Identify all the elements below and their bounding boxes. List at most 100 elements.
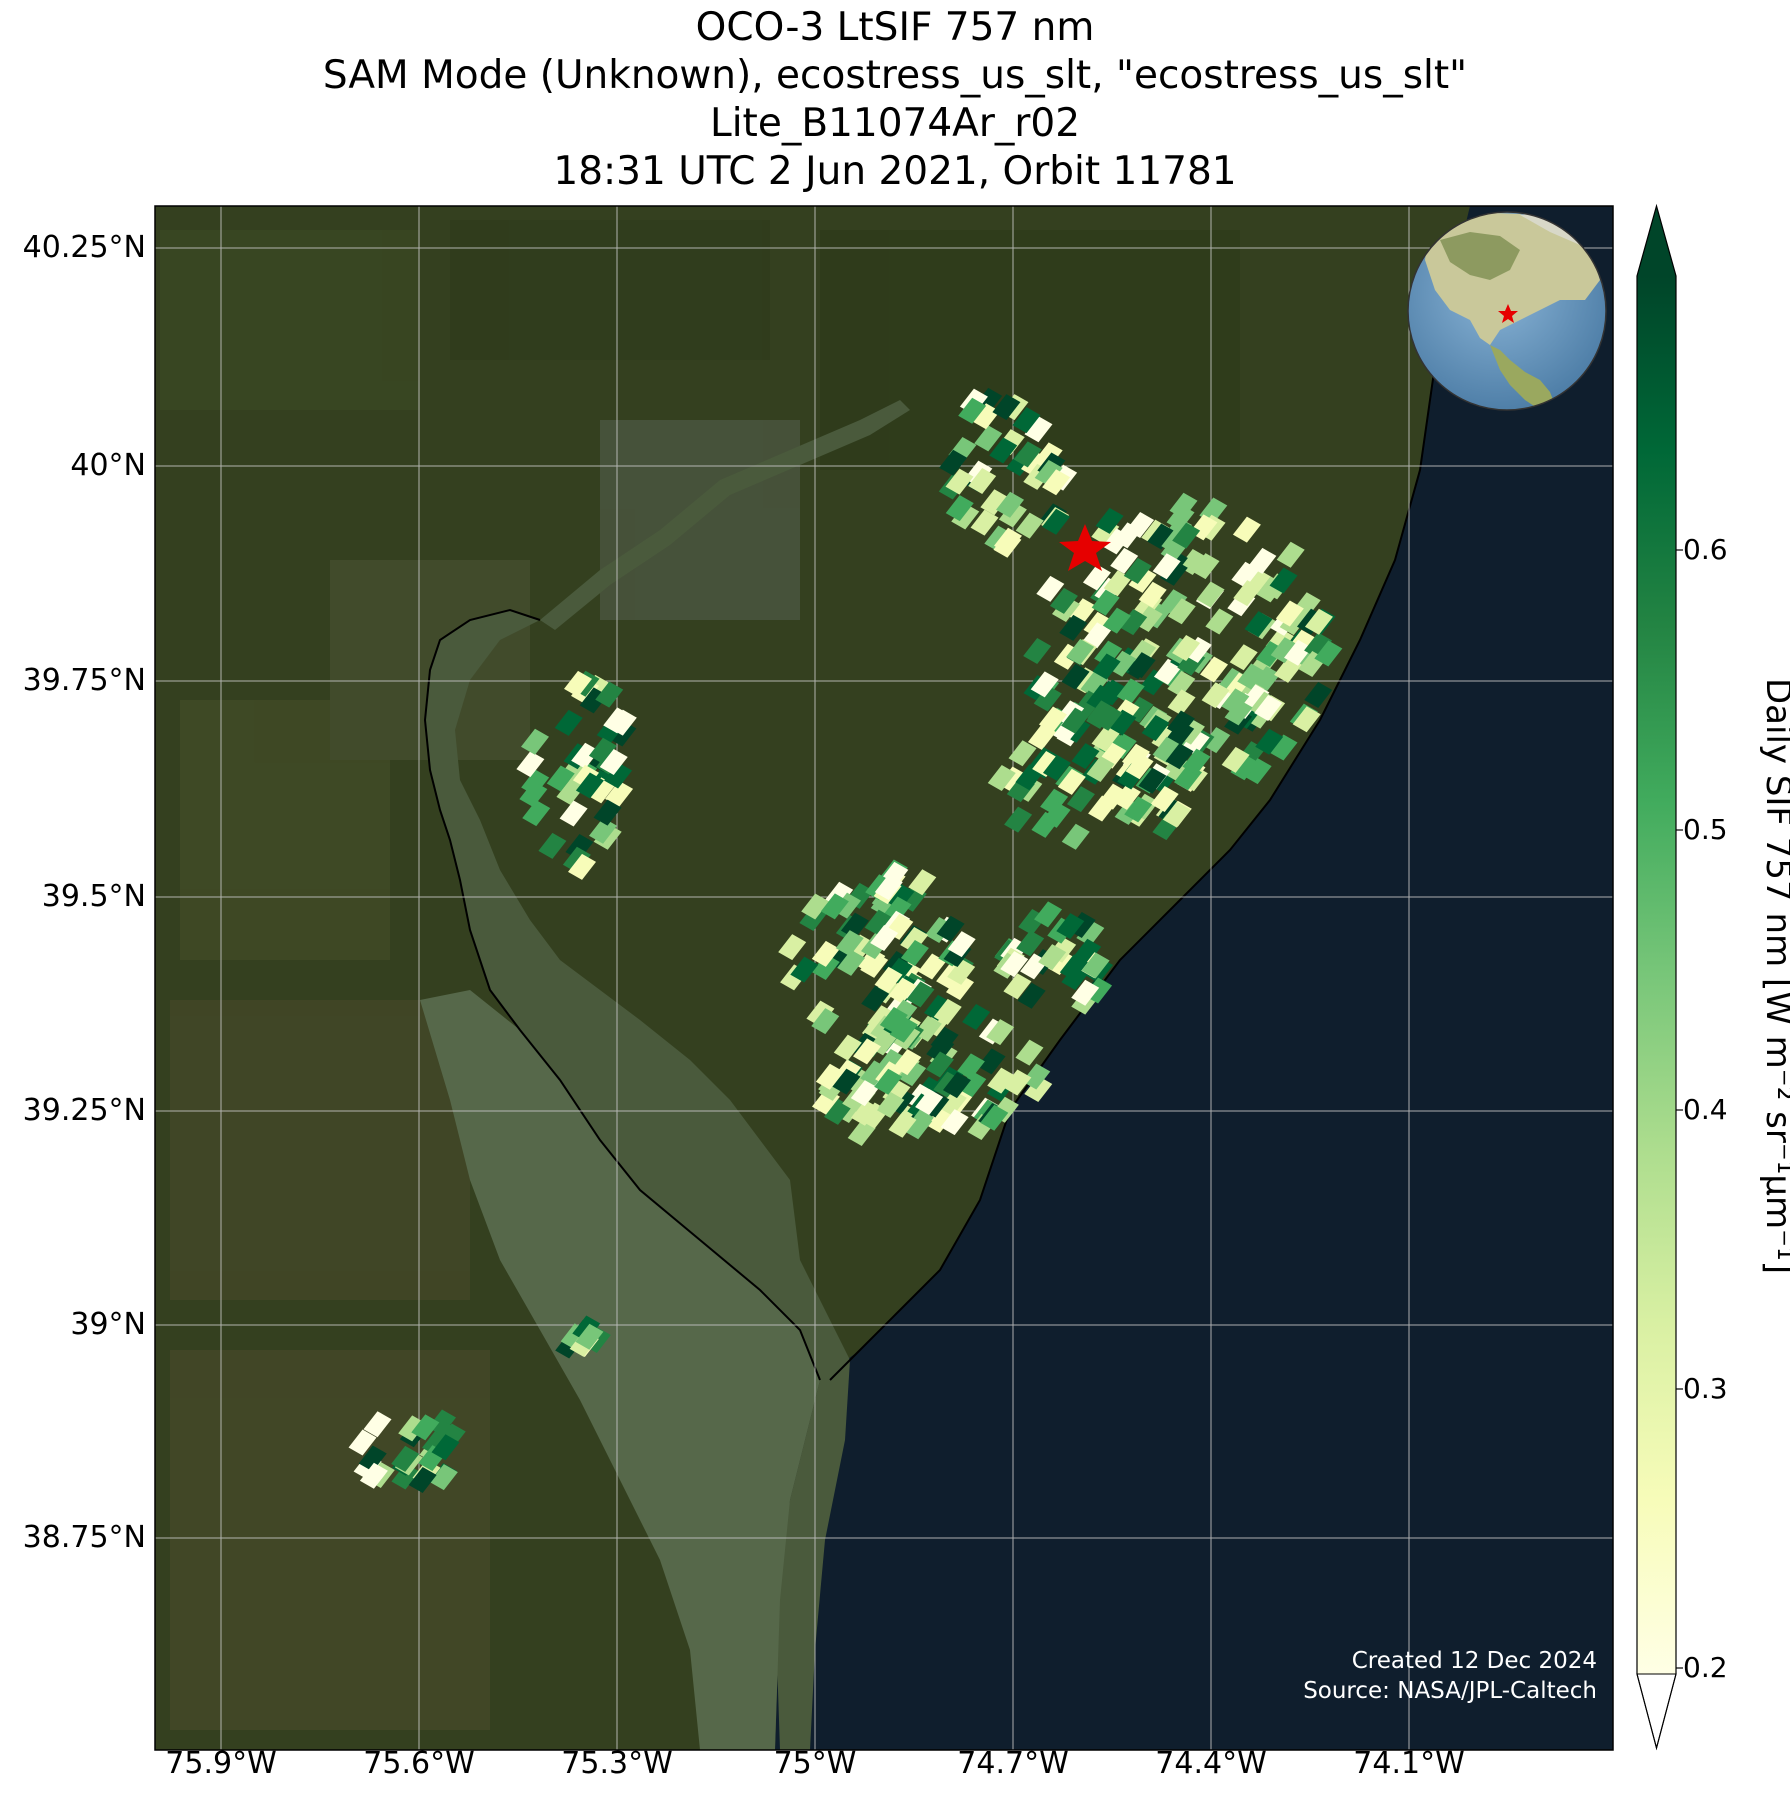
sif-footprint: [1034, 442, 1063, 469]
sif-footprint: [1003, 1069, 1032, 1096]
sif-footprint: [850, 1099, 879, 1126]
sif-footprint: [431, 1434, 460, 1461]
sif-footprint: [1138, 767, 1167, 794]
sif-footprint: [568, 853, 597, 880]
sif-footprint: [1269, 567, 1298, 594]
sif-footprint: [1036, 575, 1065, 602]
sif-footprint: [1182, 748, 1211, 775]
sif-footprint: [906, 981, 935, 1008]
sif-footprint: [1056, 700, 1085, 727]
sif-footprint: [958, 1071, 987, 1098]
sif-footprint: [1153, 658, 1182, 685]
sif-footprint: [1128, 566, 1157, 593]
sif-footprint: [904, 1113, 933, 1140]
sif-footprint: [564, 670, 593, 697]
sif-footprint: [778, 934, 807, 961]
sif-footprint: [1169, 492, 1198, 519]
sif-footprint: [1024, 1076, 1053, 1103]
sif-footprint: [947, 931, 976, 958]
sif-footprint: [1061, 663, 1090, 690]
sif-footprint: [575, 772, 604, 799]
sif-footprint: [1066, 638, 1095, 665]
sif-footprint: [1003, 973, 1032, 1000]
lon-label-75-3: 75.3°W: [561, 1746, 673, 1781]
sif-footprint: [806, 1000, 835, 1027]
sif-footprint: [1071, 743, 1100, 770]
sif-footprint: [996, 491, 1025, 518]
sif-footprint: [986, 1019, 1015, 1046]
sif-footprint: [1125, 753, 1154, 780]
sif-footprints: [348, 387, 1343, 1493]
sif-footprint: [593, 799, 622, 826]
sif-footprint: [559, 800, 588, 827]
sif-footprint: [974, 425, 1003, 452]
sif-footprint: [987, 1067, 1016, 1094]
sif-footprint: [1108, 650, 1137, 677]
colorbar-tick-0-5: 0.5: [1683, 813, 1728, 846]
sif-footprint: [1167, 689, 1196, 716]
colorbar-label: Daily SIF 757 nm [W m⁻² sr⁻¹μm⁻¹]: [1758, 677, 1790, 1275]
sif-footprint: [971, 403, 1000, 430]
sif-footprint: [1033, 685, 1062, 712]
sif-footprint: [1015, 512, 1044, 539]
sif-footprint: [1134, 606, 1163, 633]
title-line-1: OCO-3 LtSIF 757 nm: [695, 5, 1095, 50]
sif-footprint: [874, 966, 903, 993]
sif-footprint: [1092, 653, 1121, 680]
sif-footprint: [850, 1080, 879, 1107]
sif-footprint: [556, 778, 585, 805]
sif-footprint: [947, 958, 976, 985]
delaware-bay: [425, 610, 850, 1750]
sif-footprint: [956, 1053, 985, 1080]
sif-footprint: [823, 1098, 852, 1125]
sif-footprint: [811, 1008, 840, 1035]
lat-label-40-25: 40.25°N: [22, 230, 146, 265]
colorbar-tick-0-2: 0.2: [1683, 1651, 1728, 1684]
sif-footprint: [1121, 743, 1150, 770]
sif-footprint: [1004, 806, 1033, 833]
colorbar-ticks: [1676, 549, 1683, 1669]
sif-footprint: [833, 1034, 862, 1061]
sif-footprint: [1110, 547, 1139, 574]
sif-footprint: [867, 1005, 896, 1032]
title-line-3: Lite_B11074Ar_r02: [709, 101, 1081, 146]
sif-footprint: [1042, 754, 1071, 781]
sif-footprint: [1276, 541, 1305, 568]
colorbar-extend-max: [1637, 206, 1676, 276]
sif-footprint: [820, 893, 849, 920]
credit-source: Source: NASA/JPL-Caltech: [1303, 1678, 1597, 1704]
sif-footprint: [913, 1015, 942, 1042]
sif-footprint: [1167, 670, 1196, 697]
sif-footprint: [546, 765, 575, 792]
sif-footprint: [889, 1016, 918, 1043]
sif-footprint: [605, 780, 634, 807]
sif-footprint: [1230, 754, 1259, 781]
colorbar-tick-0-4: 0.4: [1683, 1093, 1728, 1126]
sif-footprint: [595, 681, 624, 708]
sif-footprint: [1012, 407, 1041, 434]
sif-footprint: [1270, 637, 1299, 664]
sif-footprint: [1152, 553, 1181, 580]
sif-footprint: [588, 737, 617, 764]
sif-footprint: [1284, 639, 1313, 666]
delaware-river: [540, 400, 910, 630]
sif-footprint: [925, 1106, 954, 1133]
sif-footprint: [840, 912, 869, 939]
sif-footprint: [1159, 589, 1188, 616]
sif-footprint: [1095, 507, 1124, 534]
sif-footprint: [1138, 581, 1167, 608]
sif-footprint: [1086, 684, 1115, 711]
sif-footprint: [1082, 564, 1111, 591]
sif-footprint: [1224, 699, 1253, 726]
sif-footprint: [1059, 614, 1088, 641]
sif-footprint: [522, 800, 551, 827]
sif-footprint: [1116, 678, 1145, 705]
sif-footprint: [853, 1038, 882, 1065]
sif-footprint: [411, 1414, 440, 1441]
globe-outline: [1407, 211, 1607, 411]
sif-footprint: [1017, 982, 1046, 1009]
sif-footprint: [1098, 783, 1127, 810]
sif-footprint: [1022, 1063, 1051, 1090]
lat-label-39-75: 39.75°N: [22, 663, 146, 698]
sif-footprint: [861, 985, 890, 1012]
